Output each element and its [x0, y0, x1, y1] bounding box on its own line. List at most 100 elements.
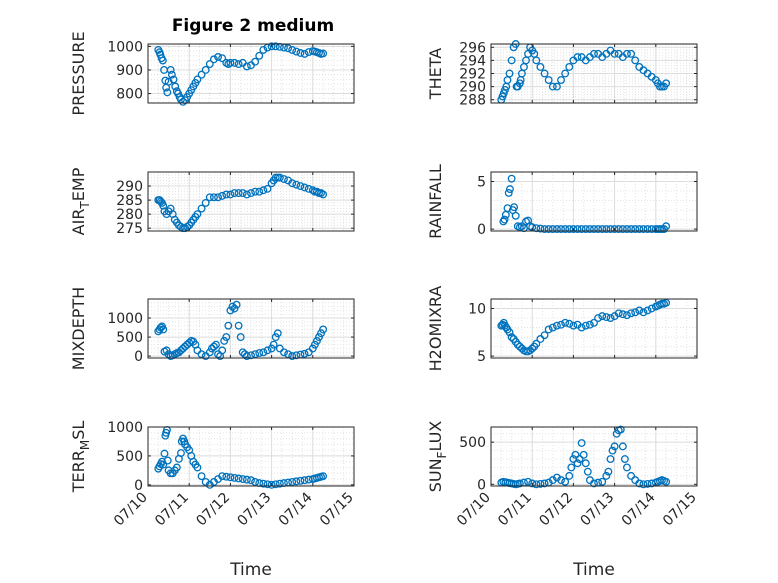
data-point — [288, 179, 297, 188]
data-point — [183, 222, 192, 231]
data-point — [616, 425, 625, 434]
data-point — [507, 56, 516, 65]
y-tick-label: 1000 — [107, 311, 143, 327]
y-tick-label: 290 — [459, 80, 486, 96]
y-tick-label: 5 — [477, 175, 486, 191]
data-point — [234, 60, 243, 69]
y-tick-label: 0 — [134, 478, 143, 494]
data-point — [635, 479, 644, 488]
y-tick-label: 0 — [477, 222, 486, 238]
data-point — [201, 66, 210, 74]
data-point — [230, 58, 239, 67]
data-point — [205, 60, 214, 69]
data-point — [532, 339, 541, 348]
data-point — [177, 449, 185, 457]
data-point — [618, 225, 627, 234]
data-point — [510, 203, 519, 212]
data-point — [234, 321, 243, 330]
data-point — [557, 225, 565, 234]
data-point — [209, 342, 218, 351]
data-point — [226, 306, 235, 315]
data-point — [163, 88, 172, 97]
data-point — [536, 62, 545, 71]
data-point — [271, 480, 280, 489]
data-point — [296, 476, 305, 485]
data-point — [319, 49, 328, 58]
data-point — [505, 69, 514, 78]
data-point — [251, 478, 260, 486]
data-point — [171, 82, 180, 91]
data-point — [662, 477, 671, 486]
data-point — [635, 225, 644, 234]
data-point — [552, 82, 561, 91]
data-point — [548, 476, 557, 485]
data-point — [197, 472, 206, 481]
data-point — [577, 439, 586, 447]
data-point — [201, 198, 210, 207]
data-point — [557, 76, 565, 85]
data-point — [540, 69, 549, 78]
data-point — [565, 471, 574, 480]
y-tick-label: 288 — [459, 93, 486, 109]
data-point — [267, 42, 276, 51]
data-point — [197, 204, 206, 213]
data-point — [590, 49, 598, 58]
data-point — [209, 193, 218, 202]
data-point — [590, 318, 598, 327]
data-point — [238, 189, 247, 198]
data-point — [524, 477, 533, 486]
data-point — [310, 340, 319, 349]
data-point — [224, 321, 233, 330]
data-point — [623, 49, 631, 58]
data-point — [631, 56, 640, 65]
data-point — [548, 225, 557, 234]
data-point — [544, 76, 553, 85]
plot-area — [491, 172, 697, 231]
data-point — [205, 193, 214, 202]
data-point — [317, 189, 325, 198]
data-point — [228, 302, 237, 311]
data-point — [273, 329, 282, 338]
data-point — [197, 350, 206, 359]
axes-box — [490, 171, 698, 232]
data-point — [606, 225, 615, 234]
data-point — [544, 225, 553, 234]
data-point — [557, 320, 565, 329]
data-point — [662, 222, 671, 231]
data-point — [275, 479, 284, 488]
data-point — [606, 314, 615, 322]
axes-box — [147, 171, 355, 232]
data-point — [635, 306, 644, 315]
data-point — [259, 45, 268, 54]
data-point — [610, 442, 619, 451]
data-point — [639, 308, 648, 317]
data-point — [561, 477, 570, 486]
data-point — [255, 187, 264, 196]
data-point — [598, 312, 607, 321]
data-point — [569, 225, 578, 234]
x-axis-label-left: Time — [229, 560, 272, 580]
data-point — [573, 53, 582, 62]
data-point — [271, 42, 280, 51]
y-tick-label: 290 — [116, 179, 143, 195]
y-tick-label: 500 — [459, 435, 486, 451]
data-point — [162, 346, 171, 355]
data-point — [280, 175, 288, 183]
data-point — [317, 329, 325, 338]
data-point — [662, 79, 671, 88]
data-point — [571, 450, 580, 459]
data-point — [238, 475, 247, 484]
data-point — [218, 191, 227, 200]
data-point — [284, 44, 293, 53]
data-point — [623, 463, 631, 472]
data-point — [610, 225, 619, 234]
data-point — [167, 70, 176, 79]
data-point — [594, 314, 603, 322]
data-point — [271, 333, 280, 342]
data-point — [166, 66, 175, 74]
data-point — [565, 319, 574, 328]
data-point — [627, 471, 636, 480]
data-point — [569, 321, 578, 330]
y-tick-label: 275 — [116, 221, 143, 237]
